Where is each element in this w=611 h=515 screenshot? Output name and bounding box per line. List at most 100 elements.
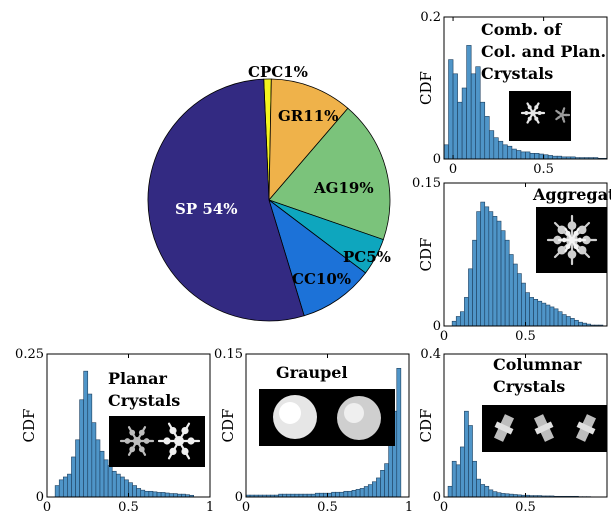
y-tick-label: 0: [433, 152, 441, 167]
histogram-bar: [347, 490, 353, 498]
y-tick-label: 0.4: [420, 347, 441, 362]
x-tick-label: 0: [440, 500, 448, 515]
aggregate-flake-lobe: [567, 250, 577, 259]
histogram-bar: [164, 492, 170, 498]
aggregate-flake-lobe: [553, 235, 562, 245]
histogram-bar: [461, 87, 467, 160]
snowflake-small-core: [560, 113, 564, 117]
x-tick-label: 0.5: [317, 500, 338, 515]
aggregate-flake-lobe: [557, 245, 567, 255]
y-axis-label: CDF: [417, 409, 435, 443]
histogram-bar: [120, 476, 125, 498]
histogram-bar: [537, 300, 543, 327]
histogram-bar: [54, 485, 60, 498]
planar-flake-right-lobe: [187, 437, 195, 445]
histogram-bar: [475, 66, 481, 160]
aggregate-inner-core: [568, 236, 576, 244]
histogram-bar: [448, 59, 454, 160]
y-axis-label: CDF: [20, 409, 38, 443]
histogram-bar: [87, 393, 93, 498]
histogram-bar: [359, 488, 365, 498]
pie-slice-ag: [268, 107, 391, 241]
histogram-bar: [156, 492, 162, 498]
y-tick-label: 0: [235, 490, 243, 505]
column-cap-3: [576, 421, 596, 435]
snowflake-lobe: [534, 116, 539, 121]
histogram-bar: [148, 490, 154, 498]
histogram-bar: [335, 491, 341, 498]
panel-title-line: Planar: [108, 369, 167, 388]
snowflake-small-lobe: [562, 117, 565, 121]
aggregate-flake-lobe: [577, 245, 587, 255]
histogram-bar: [343, 490, 349, 498]
pie-label-sp: SP 54%: [175, 200, 237, 218]
histogram-bar: [464, 297, 469, 327]
snowflake-lobe: [537, 111, 542, 115]
x-tick-label: 0.5: [118, 500, 139, 515]
histogram-bar: [367, 484, 373, 498]
particle-image-snowflakes: [520, 102, 571, 124]
planar-flake-right-core: [174, 436, 184, 446]
histogram-bar: [570, 318, 575, 327]
y-tick-label: 0: [36, 490, 44, 505]
graupel-highlight-left: [279, 402, 301, 424]
histogram-bar: [484, 206, 490, 327]
histogram-bar: [388, 439, 394, 498]
histogram-bar: [457, 101, 463, 160]
histogram-bar: [472, 239, 477, 327]
histogram-bar: [128, 482, 133, 498]
x-tick-label: 0: [440, 329, 448, 344]
histogram-bar: [565, 316, 571, 327]
histogram-bar: [561, 314, 567, 327]
histogram-bar: [529, 297, 534, 327]
particle-image-aggregate: [546, 214, 598, 266]
panel-title-line: Crystals: [493, 377, 565, 396]
planar-flake-left-lobe: [129, 429, 136, 436]
histogram-bar: [484, 485, 490, 498]
pie-label-gr: GR11%: [278, 107, 338, 125]
histogram-bar: [574, 319, 579, 327]
histogram-bar: [480, 201, 486, 327]
planar-flake-left-lobe: [138, 446, 145, 453]
panel-title-line: Graupel: [276, 363, 348, 382]
aggregate-inner-lobe: [573, 230, 579, 236]
planar-flake-left-lobe: [129, 446, 136, 453]
y-axis-label: CDF: [417, 238, 435, 272]
pie-label-cpc: CPC1%: [248, 63, 308, 81]
histogram-bar: [520, 151, 526, 160]
aggregate-flake-lobe: [582, 235, 591, 245]
pie-slice-sp: [147, 78, 305, 322]
column-cap-1: [494, 421, 514, 435]
histogram-bar: [516, 150, 522, 160]
y-axis-label: CDF: [417, 71, 435, 105]
histogram-bar: [351, 490, 357, 498]
snowflake-small-lobe: [557, 111, 560, 114]
histogram-bar: [472, 460, 477, 498]
particle-image-columnar: [493, 414, 597, 442]
particle-image-planar: [119, 422, 201, 460]
histogram-bar: [67, 473, 72, 498]
histogram-bar: [498, 140, 504, 160]
panel-title-line: Columnar: [493, 355, 582, 374]
snowflake-lobe: [527, 116, 532, 121]
histogram-bar: [380, 470, 385, 498]
histogram-bar: [339, 491, 345, 498]
histogram-bar: [396, 367, 402, 498]
histogram-bar: [508, 254, 514, 327]
histogram-bar: [484, 116, 490, 160]
histogram-bar: [476, 478, 481, 498]
histogram-bar: [455, 316, 461, 327]
pie-slice-cc: [268, 198, 367, 317]
aggregate-inner-lobe: [573, 244, 579, 250]
planar-flake-right-lobe: [181, 427, 189, 435]
histogram-bar: [107, 465, 113, 498]
histogram-bar: [103, 459, 109, 498]
snowflake-core: [530, 110, 536, 116]
y-tick-label: 0: [433, 490, 441, 505]
planar-flake-left-lobe: [124, 438, 131, 444]
aggregate-inner-lobe: [561, 237, 567, 243]
histogram-bar: [553, 308, 559, 327]
snowflake-small-lobe: [564, 113, 568, 117]
snowflake-lobe: [534, 105, 539, 110]
